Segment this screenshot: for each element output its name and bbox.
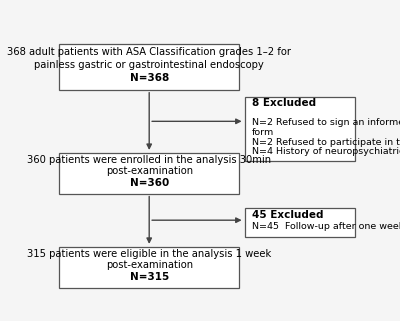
Text: post-examination: post-examination <box>106 260 193 270</box>
Text: 360 patients were enrolled in the analysis 30min: 360 patients were enrolled in the analys… <box>27 155 271 165</box>
Text: painless gastric or gastrointestinal endoscopy: painless gastric or gastrointestinal end… <box>34 60 264 70</box>
Text: N=360: N=360 <box>130 178 169 188</box>
Text: N=368: N=368 <box>130 73 169 83</box>
Text: 368 adult patients with ASA Classification grades 1–2 for: 368 adult patients with ASA Classificati… <box>7 47 291 57</box>
Text: 45 Excluded: 45 Excluded <box>252 210 324 220</box>
Text: N=4 History of neuropsychiatric diseases: N=4 History of neuropsychiatric diseases <box>252 147 400 156</box>
Text: N=2 Refused to sign an informed consent: N=2 Refused to sign an informed consent <box>252 118 400 127</box>
Text: form: form <box>252 128 274 137</box>
FancyBboxPatch shape <box>244 208 354 237</box>
Text: N=2 Refused to participate in the study: N=2 Refused to participate in the study <box>252 138 400 147</box>
FancyBboxPatch shape <box>244 97 354 161</box>
Text: 315 patients were eligible in the analysis 1 week: 315 patients were eligible in the analys… <box>27 249 271 259</box>
Text: N=45  Follow-up after one week failed: N=45 Follow-up after one week failed <box>252 222 400 231</box>
Text: N=315: N=315 <box>130 272 169 282</box>
FancyBboxPatch shape <box>59 153 239 194</box>
FancyBboxPatch shape <box>59 44 239 90</box>
Text: post-examination: post-examination <box>106 167 193 177</box>
FancyBboxPatch shape <box>59 247 239 288</box>
Text: 8 Excluded: 8 Excluded <box>252 98 316 108</box>
